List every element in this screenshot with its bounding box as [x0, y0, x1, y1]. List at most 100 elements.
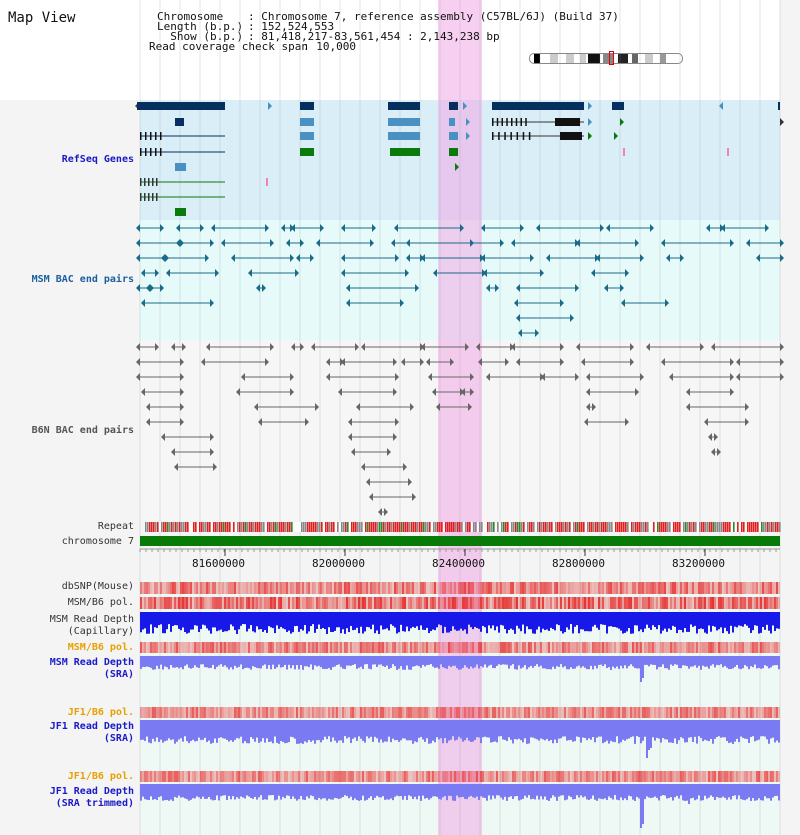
polymorphism-mark — [476, 771, 478, 782]
polymorphism-mark — [288, 771, 290, 782]
read-depth-bar — [406, 656, 408, 666]
polymorphism-mark — [654, 642, 656, 653]
polymorphism-mark — [572, 707, 574, 718]
read-depth-bar — [144, 612, 146, 629]
polymorphism-mark — [354, 707, 356, 718]
polymorphism-mark — [456, 771, 458, 782]
read-depth-bar — [304, 656, 306, 667]
polymorphism-mark — [580, 582, 582, 594]
read-depth-bar — [274, 612, 276, 634]
repeat-mark — [481, 522, 483, 532]
read-depth-bar — [342, 612, 344, 630]
polymorphism-mark — [428, 582, 430, 594]
read-depth-bar — [720, 656, 722, 665]
read-depth-bar — [292, 784, 294, 797]
read-depth-bar — [568, 612, 570, 630]
repeat-mark — [739, 522, 741, 532]
msm-bac-track-label[interactable]: MSM BAC end pairs — [31, 274, 134, 285]
polymorphism-mark — [542, 642, 544, 653]
polymorphism-mark — [726, 771, 728, 782]
repeat-mark — [331, 522, 333, 532]
repeat-mark — [181, 522, 183, 532]
repeat-mark — [583, 522, 585, 532]
polymorphism-mark — [160, 707, 162, 718]
polymorphism-mark — [582, 771, 584, 782]
read-depth-bar — [478, 720, 480, 738]
gene-arrow — [546, 254, 550, 262]
repeat-mark — [513, 522, 515, 532]
read-depth-bar — [388, 720, 390, 737]
polymorphism-mark — [384, 597, 386, 609]
repeat-mark — [489, 522, 491, 532]
read-depth-bar — [670, 784, 672, 798]
repeat-mark — [575, 522, 577, 532]
read-depth-bar — [658, 612, 660, 626]
read-depth-bar — [150, 784, 152, 797]
polymorphism-mark — [160, 771, 162, 782]
selected-region-highlight[interactable] — [438, 0, 482, 835]
polymorphism-mark — [588, 597, 590, 609]
repeat-mark — [325, 522, 327, 532]
polymorphism-mark — [386, 642, 388, 653]
read-depth-bar — [750, 720, 752, 737]
read-depth-bar — [720, 784, 722, 798]
read-depth-bar — [616, 656, 618, 667]
read-depth-bar — [248, 720, 250, 744]
read-depth-bar — [572, 656, 574, 669]
polymorphism-mark — [354, 771, 356, 782]
read-depth-bar — [662, 720, 664, 739]
polymorphism-mark — [742, 707, 744, 718]
chromosome-ideogram[interactable] — [529, 53, 683, 64]
read-depth-bar — [262, 612, 264, 632]
read-depth-bar — [642, 784, 644, 824]
polymorphism-mark — [380, 707, 382, 718]
read-depth-bar — [164, 612, 166, 634]
axis-tick-label: 82400000 — [432, 557, 485, 570]
refseq-track-label[interactable]: RefSeq Genes — [61, 154, 134, 165]
repeat-mark — [345, 522, 347, 532]
polymorphism-mark — [660, 642, 662, 653]
polymorphism-mark — [418, 582, 420, 594]
polymorphism-mark — [192, 597, 194, 609]
polymorphism-mark — [568, 642, 570, 653]
b6n-bac-track-label[interactable]: B6N BAC end pairs — [31, 425, 134, 436]
polymorphism-mark — [440, 771, 442, 782]
read-depth-bar — [624, 656, 626, 666]
polymorphism-mark — [420, 707, 422, 718]
polymorphism-mark — [292, 707, 294, 718]
polymorphism-mark — [360, 597, 362, 609]
read-depth-bar — [654, 784, 656, 797]
read-depth-bar — [578, 656, 580, 666]
gene-exon — [148, 193, 150, 201]
polymorphism-mark — [174, 597, 176, 609]
read-depth-bar — [608, 612, 610, 627]
polymorphism-mark — [514, 582, 516, 594]
read-depth-bar — [640, 612, 642, 630]
polymorphism-mark — [624, 582, 626, 594]
gene-arrow — [395, 373, 399, 381]
polymorphism-mark — [454, 582, 456, 594]
polymorphism-mark — [370, 582, 372, 594]
read-depth-bar — [420, 720, 422, 737]
read-depth-bar — [218, 720, 220, 739]
polymorphism-mark — [414, 771, 416, 782]
repeat-mark — [309, 522, 311, 532]
repeat-mark — [707, 522, 709, 532]
read-depth-bar — [524, 612, 526, 634]
read-depth-bar — [374, 784, 376, 798]
polymorphism-mark — [304, 707, 306, 718]
read-depth-bar — [140, 656, 142, 669]
polymorphism-mark — [706, 582, 708, 594]
polymorphism-mark — [574, 582, 576, 594]
polymorphism-mark — [764, 597, 766, 609]
polymorphism-mark — [746, 771, 748, 782]
polymorphism-mark — [762, 707, 764, 718]
gene-arrow — [560, 358, 564, 366]
polymorphism-mark — [634, 642, 636, 653]
polymorphism-mark — [432, 771, 434, 782]
read-depth-bar — [748, 720, 750, 743]
read-depth-bar — [672, 784, 674, 801]
read-depth-bar — [504, 720, 506, 740]
